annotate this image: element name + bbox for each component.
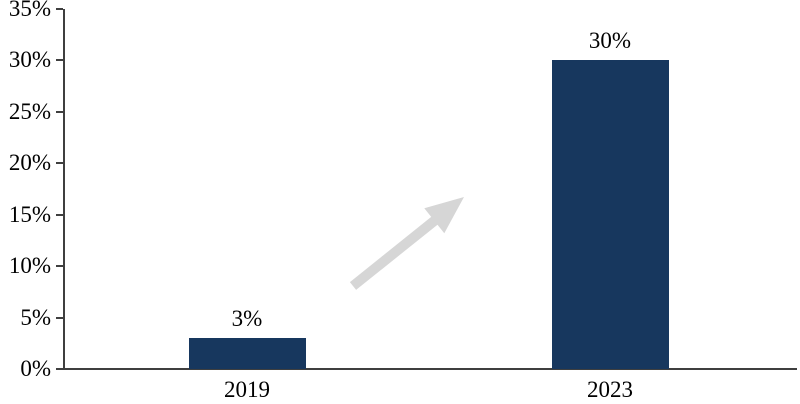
y-axis-tick bbox=[56, 213, 63, 216]
y-axis-tick bbox=[56, 8, 63, 10]
y-axis-tick bbox=[56, 368, 63, 370]
y-axis-tick-label: 5% bbox=[20, 304, 51, 330]
y-axis-tick-label: 20% bbox=[8, 150, 51, 176]
bar-value-label: 30% bbox=[588, 28, 632, 53]
bar-value-label: 3% bbox=[231, 306, 263, 331]
y-axis-tick bbox=[56, 316, 63, 319]
y-axis-tick-label: 10% bbox=[8, 253, 51, 279]
y-axis-tick-label: 0% bbox=[20, 356, 51, 381]
y-axis-line bbox=[63, 9, 65, 369]
x-axis-line bbox=[63, 368, 797, 370]
y-axis-tick bbox=[56, 59, 63, 62]
y-axis-tick-label: 15% bbox=[8, 201, 51, 227]
x-axis-category-label: 2023 bbox=[587, 377, 633, 402]
y-axis-tick-label: 35% bbox=[8, 0, 51, 21]
y-axis-tick-label: 25% bbox=[8, 98, 51, 124]
x-axis-category-label: 2019 bbox=[224, 377, 270, 402]
bar-2019 bbox=[188, 338, 306, 369]
y-axis-tick bbox=[56, 110, 63, 113]
y-axis-tick bbox=[56, 162, 63, 165]
bar-2023 bbox=[551, 60, 669, 369]
y-axis-tick bbox=[56, 265, 63, 268]
y-axis-tick-label: 30% bbox=[8, 47, 51, 73]
